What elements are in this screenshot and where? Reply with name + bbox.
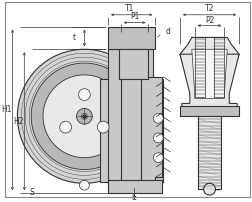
Circle shape — [76, 108, 92, 124]
Polygon shape — [179, 37, 238, 97]
FancyBboxPatch shape — [108, 27, 155, 49]
Polygon shape — [140, 77, 162, 193]
Polygon shape — [108, 180, 162, 193]
Circle shape — [81, 113, 87, 119]
Text: H2: H2 — [13, 117, 23, 126]
Text: d: d — [157, 27, 169, 37]
Polygon shape — [191, 49, 226, 99]
Text: P1: P1 — [130, 12, 139, 21]
Polygon shape — [179, 54, 238, 187]
Circle shape — [153, 113, 163, 123]
Polygon shape — [179, 106, 238, 116]
Text: P2: P2 — [204, 16, 213, 25]
Circle shape — [78, 89, 90, 101]
Circle shape — [203, 183, 215, 195]
Text: T1: T1 — [124, 4, 134, 13]
Circle shape — [153, 153, 163, 163]
Circle shape — [43, 75, 125, 158]
Circle shape — [153, 133, 163, 143]
Circle shape — [59, 121, 71, 133]
Circle shape — [97, 121, 109, 133]
Polygon shape — [197, 116, 220, 189]
Circle shape — [31, 63, 137, 169]
FancyBboxPatch shape — [118, 49, 148, 79]
Circle shape — [17, 49, 151, 183]
Text: H1: H1 — [1, 105, 12, 114]
Polygon shape — [108, 49, 120, 193]
Text: t: t — [73, 34, 76, 42]
Circle shape — [79, 180, 89, 190]
Polygon shape — [100, 49, 163, 192]
Text: S: S — [30, 188, 35, 197]
Text: E: E — [131, 193, 136, 202]
Text: T2: T2 — [204, 4, 213, 13]
